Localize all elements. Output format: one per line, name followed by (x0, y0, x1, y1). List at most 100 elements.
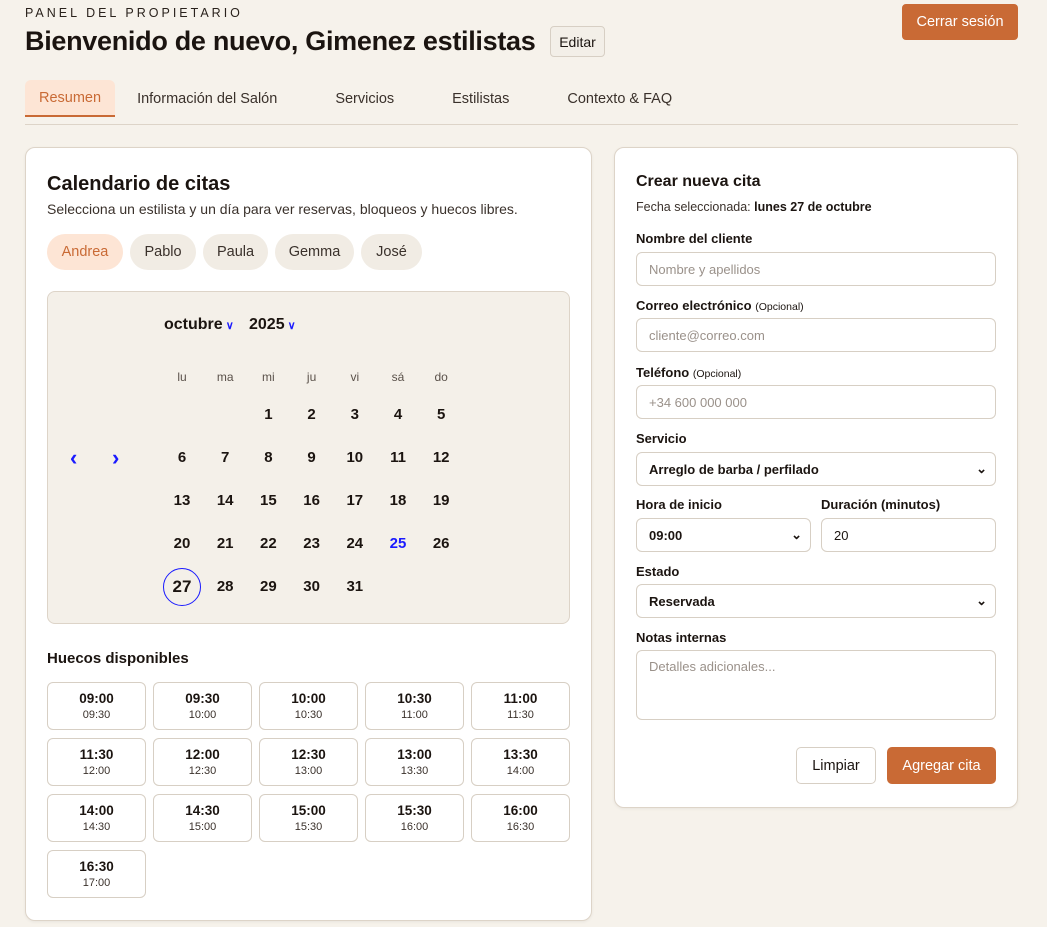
prev-month-icon[interactable]: ‹ (70, 445, 78, 470)
calendar-day[interactable]: 5 (437, 405, 446, 423)
slot-start: 11:00 (503, 691, 538, 706)
notes-textarea[interactable]: Detalles adicionales... (636, 650, 996, 720)
calendar-day[interactable]: 1 (264, 405, 273, 423)
month-select[interactable]: octubre ∨ (164, 316, 234, 333)
time-slot[interactable]: 11:30 12:00 (47, 738, 146, 786)
time-slot[interactable]: 13:00 13:30 (365, 738, 464, 786)
edit-button[interactable]: Editar (550, 26, 605, 57)
calendar-day[interactable]: 31 (346, 578, 364, 596)
slot-start: 12:30 (291, 747, 326, 762)
phone-input[interactable]: +34 600 000 000 (636, 385, 996, 419)
time-slot[interactable]: 09:00 09:30 (47, 682, 146, 730)
calendar-day[interactable]: 19 (432, 491, 450, 509)
slot-start: 09:30 (185, 691, 220, 706)
time-slot[interactable]: 12:00 12:30 (153, 738, 252, 786)
stylist-pill[interactable]: Pablo (130, 234, 196, 270)
calendar-day[interactable]: 7 (221, 448, 230, 466)
calendar-day[interactable]: 16 (303, 491, 320, 509)
slot-end: 17:00 (82, 877, 111, 889)
slot-start: 16:00 (503, 803, 538, 818)
tabs: Resumen Información del Salón Servicios … (25, 80, 708, 117)
add-appointment-button[interactable]: Agregar cita (887, 747, 996, 784)
calendar-day[interactable]: 18 (389, 491, 407, 509)
calendar-day[interactable]: 22 (260, 535, 277, 553)
stylist-pill[interactable]: Andrea (47, 234, 123, 270)
calendar-day[interactable]: 26 (432, 535, 450, 553)
time-slot[interactable]: 10:00 10:30 (259, 682, 358, 730)
calendar-day[interactable]: 10 (346, 448, 364, 466)
logout-button[interactable]: Cerrar sesión (902, 4, 1018, 40)
slot-start: 12:00 (185, 747, 220, 762)
client-name-input[interactable]: Nombre y apellidos (636, 252, 996, 286)
email-label: Correo electrónico (Opcional) (636, 298, 804, 313)
calendar-day[interactable]: 29 (260, 578, 277, 596)
clear-button[interactable]: Limpiar (796, 747, 876, 784)
tab-contexto-faq[interactable]: Contexto & FAQ (567, 90, 673, 107)
slot-end: 11:00 (401, 709, 428, 721)
tab-info-salon[interactable]: Información del Salón (137, 90, 278, 107)
status-select[interactable]: Reservada ⌄ (636, 584, 996, 618)
weekday-label: do (434, 370, 448, 384)
tab-servicios[interactable]: Servicios (335, 90, 395, 107)
weekday-label: vi (350, 370, 360, 384)
tab-resumen[interactable]: Resumen (25, 80, 116, 117)
slot-start: 14:00 (79, 803, 114, 818)
weekday-label: ju (306, 370, 317, 384)
slot-end: 13:30 (400, 765, 429, 777)
time-slot[interactable]: 12:30 13:00 (259, 738, 358, 786)
start-time-select[interactable]: 09:00 ⌄ (636, 518, 811, 552)
time-slot[interactable]: 13:30 14:00 (471, 738, 570, 786)
calendar-day[interactable]: 25 (389, 535, 407, 553)
calendar-day[interactable]: 3 (350, 405, 359, 423)
calendar-day[interactable]: 14 (216, 491, 234, 509)
time-slot[interactable]: 11:00 11:30 (471, 682, 570, 730)
next-month-icon[interactable]: › (112, 445, 120, 470)
time-slot[interactable]: 14:00 14:30 (47, 794, 146, 842)
stylist-pill[interactable]: Paula (203, 234, 268, 270)
slot-end: 14:00 (506, 765, 535, 777)
slot-start: 15:00 (291, 803, 326, 818)
calendar-day[interactable]: 6 (177, 448, 187, 466)
chevron-down-icon: ⌄ (976, 593, 987, 608)
time-slot[interactable]: 15:00 15:30 (259, 794, 358, 842)
service-select[interactable]: Arreglo de barba / perfilado ⌄ (636, 452, 996, 486)
time-slot[interactable]: 10:30 11:00 (365, 682, 464, 730)
slot-start: 16:30 (79, 859, 114, 874)
weekday-label: ma (216, 370, 234, 384)
time-slot[interactable]: 14:30 15:00 (153, 794, 252, 842)
weekday-label: sá (391, 370, 405, 384)
calendar-day[interactable]: 4 (393, 405, 403, 423)
slot-end: 15:30 (294, 821, 323, 833)
calendar-day[interactable]: 20 (173, 535, 191, 553)
calendar-day[interactable]: 13 (173, 491, 191, 509)
calendar-day[interactable]: 8 (264, 448, 273, 466)
calendar-day[interactable]: 30 (303, 578, 320, 596)
time-slot[interactable]: 15:30 16:00 (365, 794, 464, 842)
slot-start: 11:30 (79, 747, 114, 762)
calendar-day[interactable]: 15 (260, 491, 277, 509)
slot-end: 12:30 (188, 765, 217, 777)
calendar-day[interactable]: 17 (346, 491, 364, 509)
calendar-day[interactable]: 21 (216, 535, 234, 553)
calendar-day[interactable]: 23 (303, 535, 320, 553)
tab-estilistas[interactable]: Estilistas (452, 90, 510, 107)
calendar-day[interactable]: 27 (163, 567, 201, 606)
notes-label: Notas internas (636, 630, 727, 645)
divider (25, 124, 1018, 125)
time-slot[interactable]: 16:30 17:00 (47, 850, 146, 898)
year-select[interactable]: 2025 ∨ (249, 316, 296, 333)
stylist-pill[interactable]: José (361, 234, 422, 270)
duration-input[interactable]: 20 (821, 518, 996, 552)
calendar-day[interactable]: 9 (307, 448, 316, 466)
calendar-day[interactable]: 2 (307, 405, 316, 423)
calendar-day[interactable]: 12 (432, 448, 450, 466)
calendar-day[interactable]: 28 (216, 578, 234, 596)
time-slot[interactable]: 09:30 10:00 (153, 682, 252, 730)
stylist-pill[interactable]: Gemma (275, 234, 354, 270)
slot-end: 09:30 (82, 709, 111, 721)
slot-end: 16:00 (400, 821, 429, 833)
calendar-day[interactable]: 11 (390, 448, 406, 466)
email-input[interactable]: cliente@correo.com (636, 318, 996, 352)
time-slot[interactable]: 16:00 16:30 (471, 794, 570, 842)
calendar-day[interactable]: 24 (346, 535, 364, 553)
